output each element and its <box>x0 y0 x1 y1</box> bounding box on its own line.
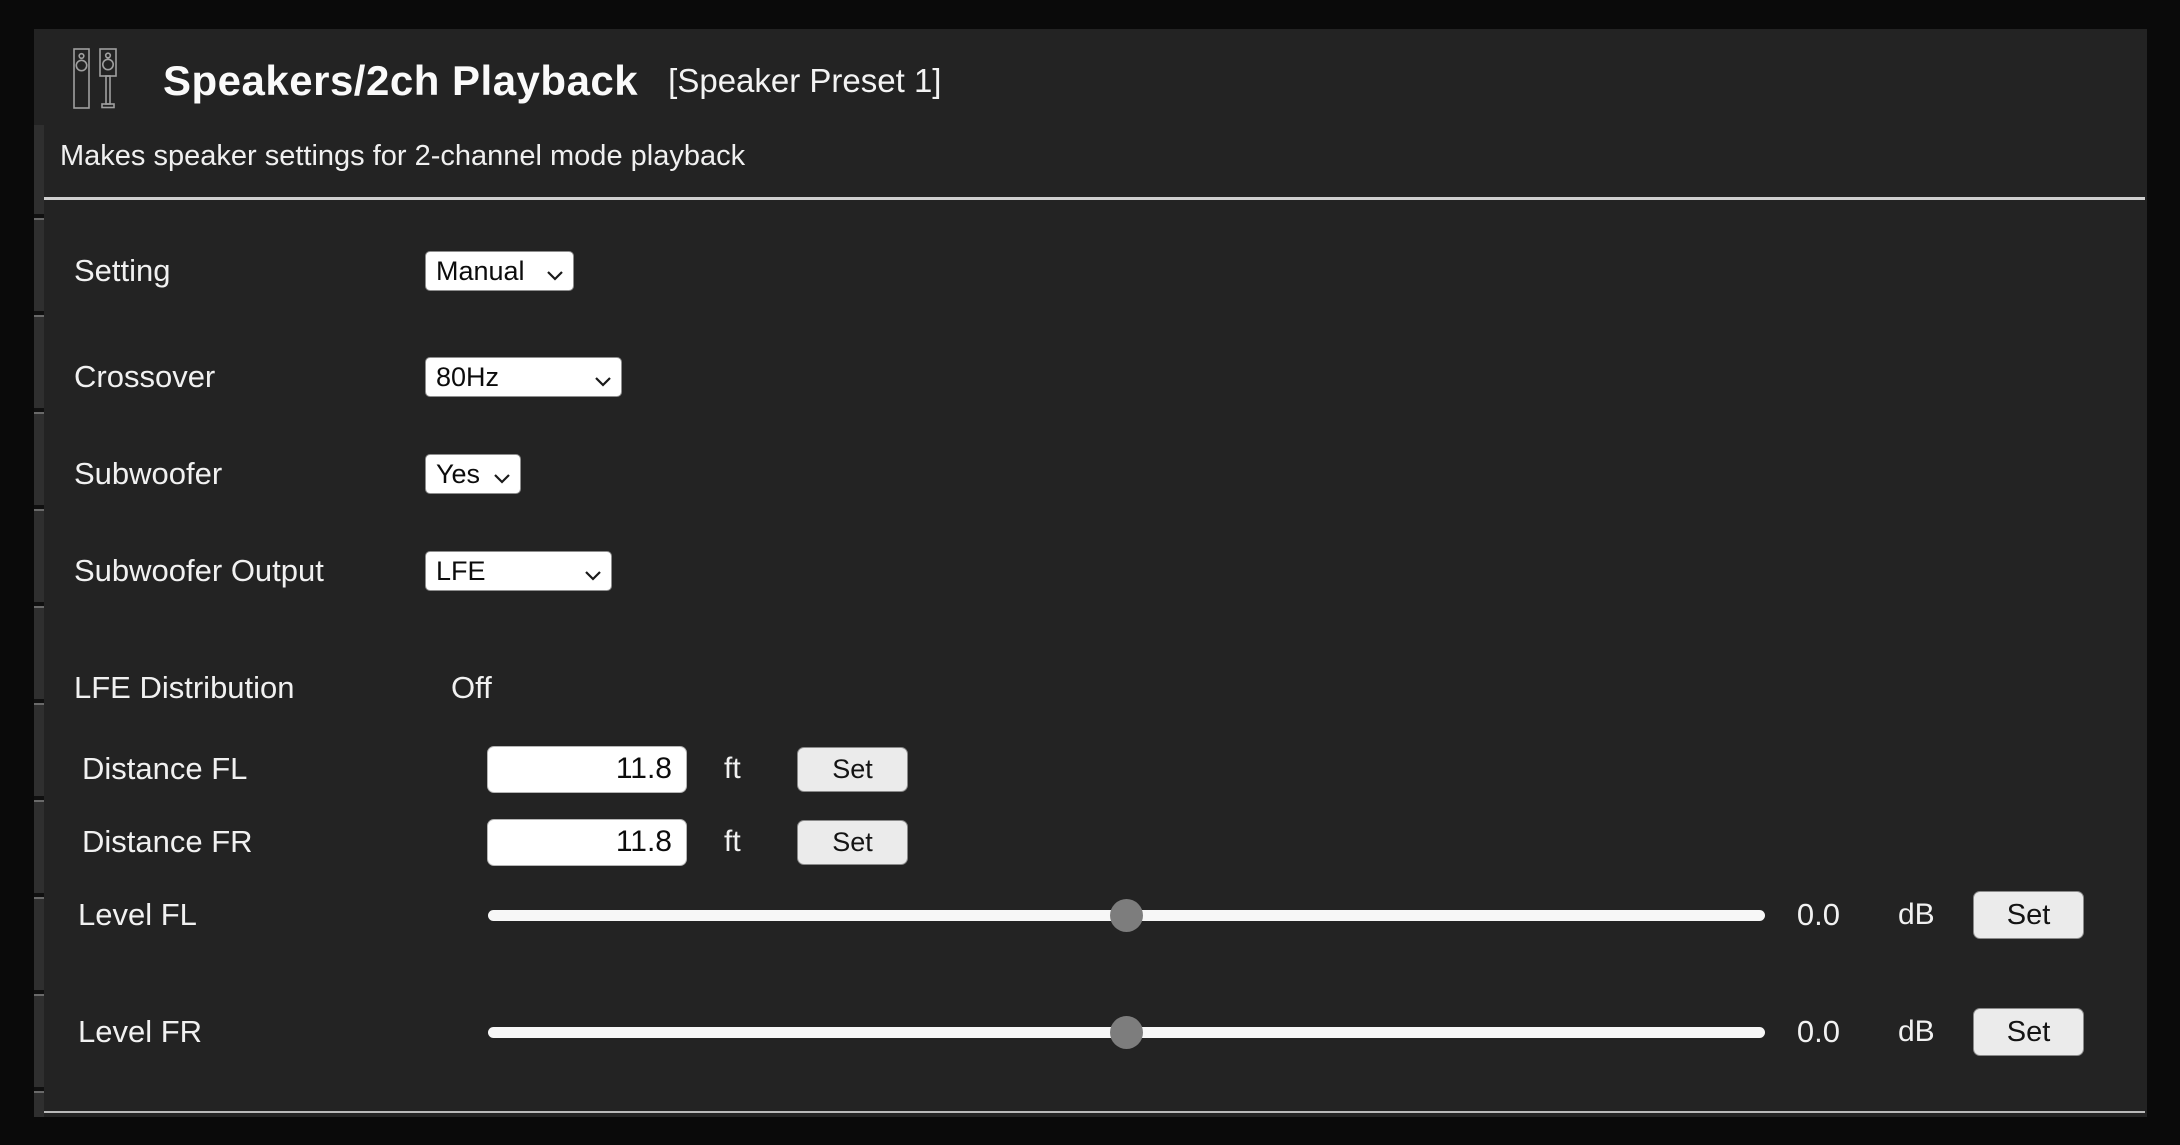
header-divider <box>44 197 2145 200</box>
subwoofer-output-label: Subwoofer Output <box>74 553 324 588</box>
level-fl-slider-thumb[interactable] <box>1110 898 1143 932</box>
setting-label: Setting <box>74 253 171 288</box>
distance-fl-label: Distance FL <box>82 751 248 786</box>
setting-select[interactable]: Manual <box>425 251 574 291</box>
level-fl-value: 0.0 <box>1796 897 1840 932</box>
speaker-settings-panel: Speakers/2ch Playback [Speaker Preset 1]… <box>34 29 2147 1117</box>
footer-divider <box>44 1111 2145 1113</box>
level-fr-slider-thumb[interactable] <box>1110 1015 1143 1049</box>
page-header: Speakers/2ch Playback [Speaker Preset 1] <box>73 47 941 115</box>
chevron-down-icon <box>493 460 511 491</box>
lfe-distribution-row: LFE Distribution Off <box>74 664 2117 712</box>
distance-fr-unit: ft <box>724 825 741 858</box>
setting-row: Setting Manual <box>74 247 2117 295</box>
level-fr-slider[interactable] <box>488 1008 1765 1056</box>
page-title: Speakers/2ch Playback <box>163 57 639 104</box>
level-fl-set-button[interactable]: Set <box>1973 891 2084 939</box>
distance-fr-row: Distance FR ft Set <box>74 818 2117 866</box>
distance-fl-unit: ft <box>724 752 741 785</box>
level-fl-slider[interactable] <box>488 891 1765 939</box>
level-fr-value: 0.0 <box>1796 1014 1840 1049</box>
crossover-label: Crossover <box>74 359 216 394</box>
distance-fr-label: Distance FR <box>82 824 253 859</box>
subwoofer-output-row: Subwoofer Output LFE <box>74 547 2117 595</box>
lfe-distribution-value: Off <box>451 670 492 705</box>
level-fl-label: Level FL <box>78 897 197 932</box>
distance-fl-input[interactable] <box>487 745 687 793</box>
distance-fl-row: Distance FL ft Set <box>74 745 2117 793</box>
subwoofer-select-value: Yes <box>436 458 481 489</box>
distance-fr-input[interactable] <box>487 818 687 866</box>
chevron-down-icon <box>594 363 612 394</box>
level-fl-row: Level FL 0.0 dB Set <box>74 891 2117 939</box>
subwoofer-output-select-value: LFE <box>436 555 486 586</box>
page-description: Makes speaker settings for 2-channel mod… <box>60 140 746 172</box>
chevron-down-icon <box>584 557 602 588</box>
subwoofer-output-select[interactable]: LFE <box>425 551 612 591</box>
background-menu-edge <box>34 125 44 1117</box>
lfe-distribution-label: LFE Distribution <box>74 670 295 705</box>
speaker-preset-label: [Speaker Preset 1] <box>668 62 942 99</box>
crossover-select[interactable]: 80Hz <box>425 357 622 397</box>
chevron-down-icon <box>546 257 564 288</box>
level-fr-set-button[interactable]: Set <box>1973 1008 2084 1056</box>
subwoofer-label: Subwoofer <box>74 456 223 491</box>
setting-select-value: Manual <box>436 255 525 286</box>
subwoofer-select[interactable]: Yes <box>425 454 521 494</box>
level-fr-unit: dB <box>1898 1015 1935 1048</box>
stereo-speakers-icon <box>73 48 119 114</box>
level-fr-label: Level FR <box>78 1014 203 1049</box>
crossover-row: Crossover 80Hz <box>74 353 2117 401</box>
level-fr-row: Level FR 0.0 dB Set <box>74 1008 2117 1056</box>
distance-fl-set-button[interactable]: Set <box>797 746 908 792</box>
distance-fr-set-button[interactable]: Set <box>797 819 908 865</box>
subwoofer-row: Subwoofer Yes <box>74 450 2117 498</box>
crossover-select-value: 80Hz <box>436 361 500 392</box>
level-fl-unit: dB <box>1898 898 1935 931</box>
